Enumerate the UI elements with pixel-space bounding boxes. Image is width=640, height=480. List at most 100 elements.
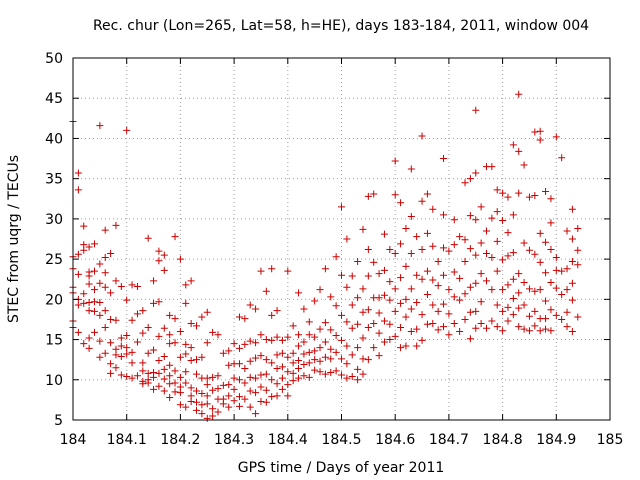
data-point-marker xyxy=(386,278,394,286)
data-point-marker xyxy=(311,297,319,305)
data-point-marker xyxy=(391,307,399,315)
data-point-marker xyxy=(563,286,571,294)
data-point-marker xyxy=(123,126,131,134)
data-point-marker xyxy=(187,397,195,405)
data-point-marker xyxy=(203,374,211,382)
data-point-marker xyxy=(327,326,335,334)
data-point-marker xyxy=(305,359,313,367)
data-point-marker xyxy=(96,279,104,287)
data-point-marker xyxy=(300,305,308,313)
data-point-marker xyxy=(187,277,195,285)
data-point-marker xyxy=(568,279,576,287)
data-point-marker xyxy=(235,393,243,401)
data-point-marker xyxy=(418,336,426,344)
data-point-marker xyxy=(466,212,474,220)
data-point-marker xyxy=(85,243,93,251)
data-point-marker xyxy=(343,318,351,326)
data-point-marker xyxy=(117,342,125,350)
data-point-marker xyxy=(311,366,319,374)
data-point-marker xyxy=(128,316,136,324)
data-point-marker xyxy=(364,272,372,280)
data-point-marker xyxy=(85,280,93,288)
data-point-marker xyxy=(198,410,206,418)
data-point-marker xyxy=(295,356,303,364)
data-point-marker xyxy=(278,336,286,344)
data-point-marker xyxy=(198,401,206,409)
data-point-marker xyxy=(107,289,115,297)
data-point-marker xyxy=(466,245,474,253)
data-point-marker xyxy=(278,349,286,357)
data-point-marker xyxy=(235,402,243,410)
data-point-marker xyxy=(235,313,243,321)
data-point-marker xyxy=(278,385,286,393)
data-point-marker xyxy=(445,286,453,294)
data-point-marker xyxy=(327,293,335,301)
data-point-marker xyxy=(525,312,533,320)
data-point-marker xyxy=(370,258,378,266)
data-point-marker xyxy=(214,372,222,380)
data-point-marker xyxy=(187,356,195,364)
data-point-marker xyxy=(225,403,233,411)
data-point-marker xyxy=(176,353,184,361)
data-point-marker xyxy=(434,282,442,290)
data-point-marker xyxy=(203,400,211,408)
data-point-marker xyxy=(155,356,163,364)
data-point-marker xyxy=(209,386,217,394)
data-point-marker xyxy=(515,189,523,197)
data-point-marker xyxy=(338,355,345,363)
data-point-marker xyxy=(90,286,98,294)
data-point-marker xyxy=(536,327,544,335)
data-point-marker xyxy=(171,379,179,387)
data-point-marker xyxy=(117,282,125,290)
data-point-marker xyxy=(327,355,335,363)
data-point-marker xyxy=(300,338,308,346)
data-point-marker xyxy=(531,307,539,315)
data-point-marker xyxy=(391,191,399,199)
data-point-marker xyxy=(542,188,550,196)
data-point-marker xyxy=(133,310,141,318)
data-point-marker xyxy=(187,384,195,392)
data-point-marker xyxy=(370,344,378,352)
data-point-marker xyxy=(289,369,297,377)
data-point-marker xyxy=(246,337,254,345)
data-point-marker xyxy=(160,375,168,383)
data-point-marker xyxy=(193,406,201,414)
data-point-marker xyxy=(375,294,383,302)
data-point-marker xyxy=(456,274,464,282)
data-point-marker xyxy=(338,371,345,379)
data-point-marker xyxy=(563,308,571,316)
data-point-marker xyxy=(472,106,480,114)
data-point-marker xyxy=(112,316,120,324)
data-point-marker xyxy=(198,353,206,361)
data-point-marker xyxy=(509,249,517,257)
data-point-marker xyxy=(525,246,533,254)
data-point-marker xyxy=(493,208,501,216)
x-axis-ticks: 184 184.1 184.2 184.3 184.4 184.5 184.6 184.7 18… xyxy=(60,58,623,448)
data-point-marker xyxy=(391,249,399,257)
data-point-marker xyxy=(493,186,501,194)
data-point-marker xyxy=(402,225,410,233)
data-point-marker xyxy=(499,189,507,197)
data-point-marker xyxy=(429,205,437,213)
data-point-marker xyxy=(160,365,168,373)
data-point-marker xyxy=(112,277,120,285)
data-point-marker xyxy=(450,293,458,301)
data-point-marker xyxy=(445,310,453,318)
data-point-marker xyxy=(354,294,362,302)
data-point-marker xyxy=(284,392,292,400)
data-point-marker xyxy=(488,254,496,262)
data-point-marker xyxy=(96,311,104,319)
x-tick-label: 184.3 xyxy=(214,432,254,448)
data-point-marker xyxy=(574,225,582,233)
x-tick-label: 184.8 xyxy=(483,432,523,448)
data-point-marker xyxy=(354,258,362,266)
data-point-marker xyxy=(397,240,405,248)
data-point-marker xyxy=(434,307,442,315)
data-point-marker xyxy=(150,346,158,354)
data-point-marker xyxy=(262,398,270,406)
data-point-marker xyxy=(402,295,410,303)
data-point-marker xyxy=(391,332,399,340)
data-point-marker xyxy=(466,175,474,183)
data-point-marker xyxy=(241,365,249,373)
data-point-marker xyxy=(563,227,571,235)
